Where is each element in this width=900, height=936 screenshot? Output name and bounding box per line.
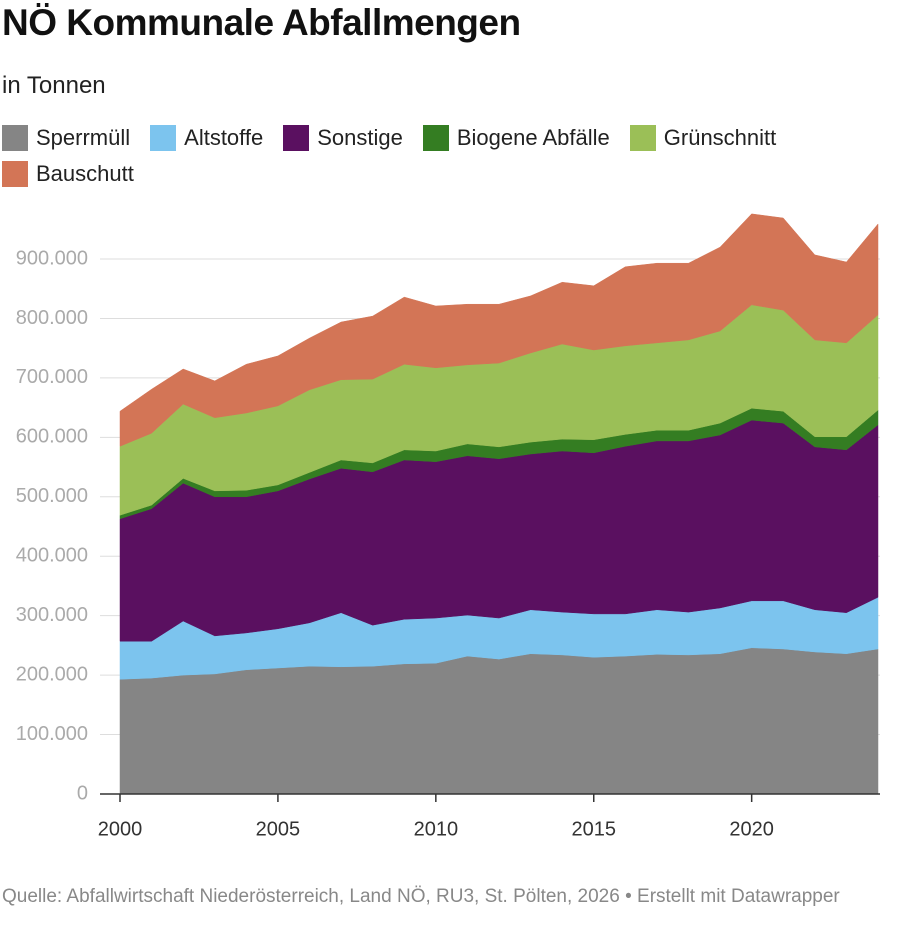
legend-item: Altstoffe: [150, 124, 263, 152]
y-tick-label: 100.000: [16, 723, 88, 745]
legend-label: Altstoffe: [184, 125, 264, 150]
chart: 0 100.000 200.000 300.000 400.000 500.000 600.…: [16, 213, 880, 840]
legend-item: Sonstige: [283, 124, 403, 152]
x-tick-label: 2015: [572, 818, 617, 840]
y-tick-label: 400.000: [16, 545, 88, 567]
y-tick-label: 800.000: [16, 307, 88, 329]
y-tick-label: 0: [77, 782, 88, 804]
legend-swatch: [2, 125, 28, 151]
legend-item: Grünschnitt: [629, 124, 777, 152]
x-tick-label: 2005: [256, 818, 301, 840]
legend: Sperrmüll Altstoffe Sonstige Biogene Abfäll…: [2, 124, 882, 188]
chart-title: NÖ Kommunale Abfallmengen: [2, 2, 521, 43]
source-note: Quelle: Abfallwirtschaft Niederösterreic…: [2, 886, 840, 907]
x-tick-label: 2020: [729, 818, 774, 840]
legend-item: Sperrmüll: [2, 124, 130, 152]
legend-swatch: [629, 125, 656, 151]
legend-label: Biogene Abfälle: [456, 125, 610, 150]
legend-label: Sonstige: [317, 125, 403, 150]
legend-swatch: [422, 125, 449, 151]
y-tick-label: 700.000: [16, 366, 88, 388]
legend-label: Grünschnitt: [663, 125, 777, 150]
legend-item: Biogene Abfälle: [422, 124, 610, 152]
x-tick-label: 2000: [98, 818, 143, 840]
area: [119, 213, 879, 447]
legend-label: Bauschutt: [36, 161, 134, 186]
legend-item: Bauschutt: [2, 160, 134, 188]
legend-swatch: [2, 161, 28, 187]
y-tick-label: 500.000: [16, 485, 88, 507]
legend-swatch: [283, 125, 310, 151]
y-tick-label: 200.000: [16, 663, 88, 685]
y-tick-label: 600.000: [16, 426, 88, 448]
x-tick-label: 2010: [414, 818, 459, 840]
chart-subtitle: in Tonnen: [2, 72, 106, 99]
y-tick-label: 900.000: [16, 247, 88, 269]
y-tick-label: 300.000: [16, 604, 88, 626]
legend-label: Sperrmüll: [36, 125, 131, 150]
legend-swatch: [150, 125, 177, 151]
